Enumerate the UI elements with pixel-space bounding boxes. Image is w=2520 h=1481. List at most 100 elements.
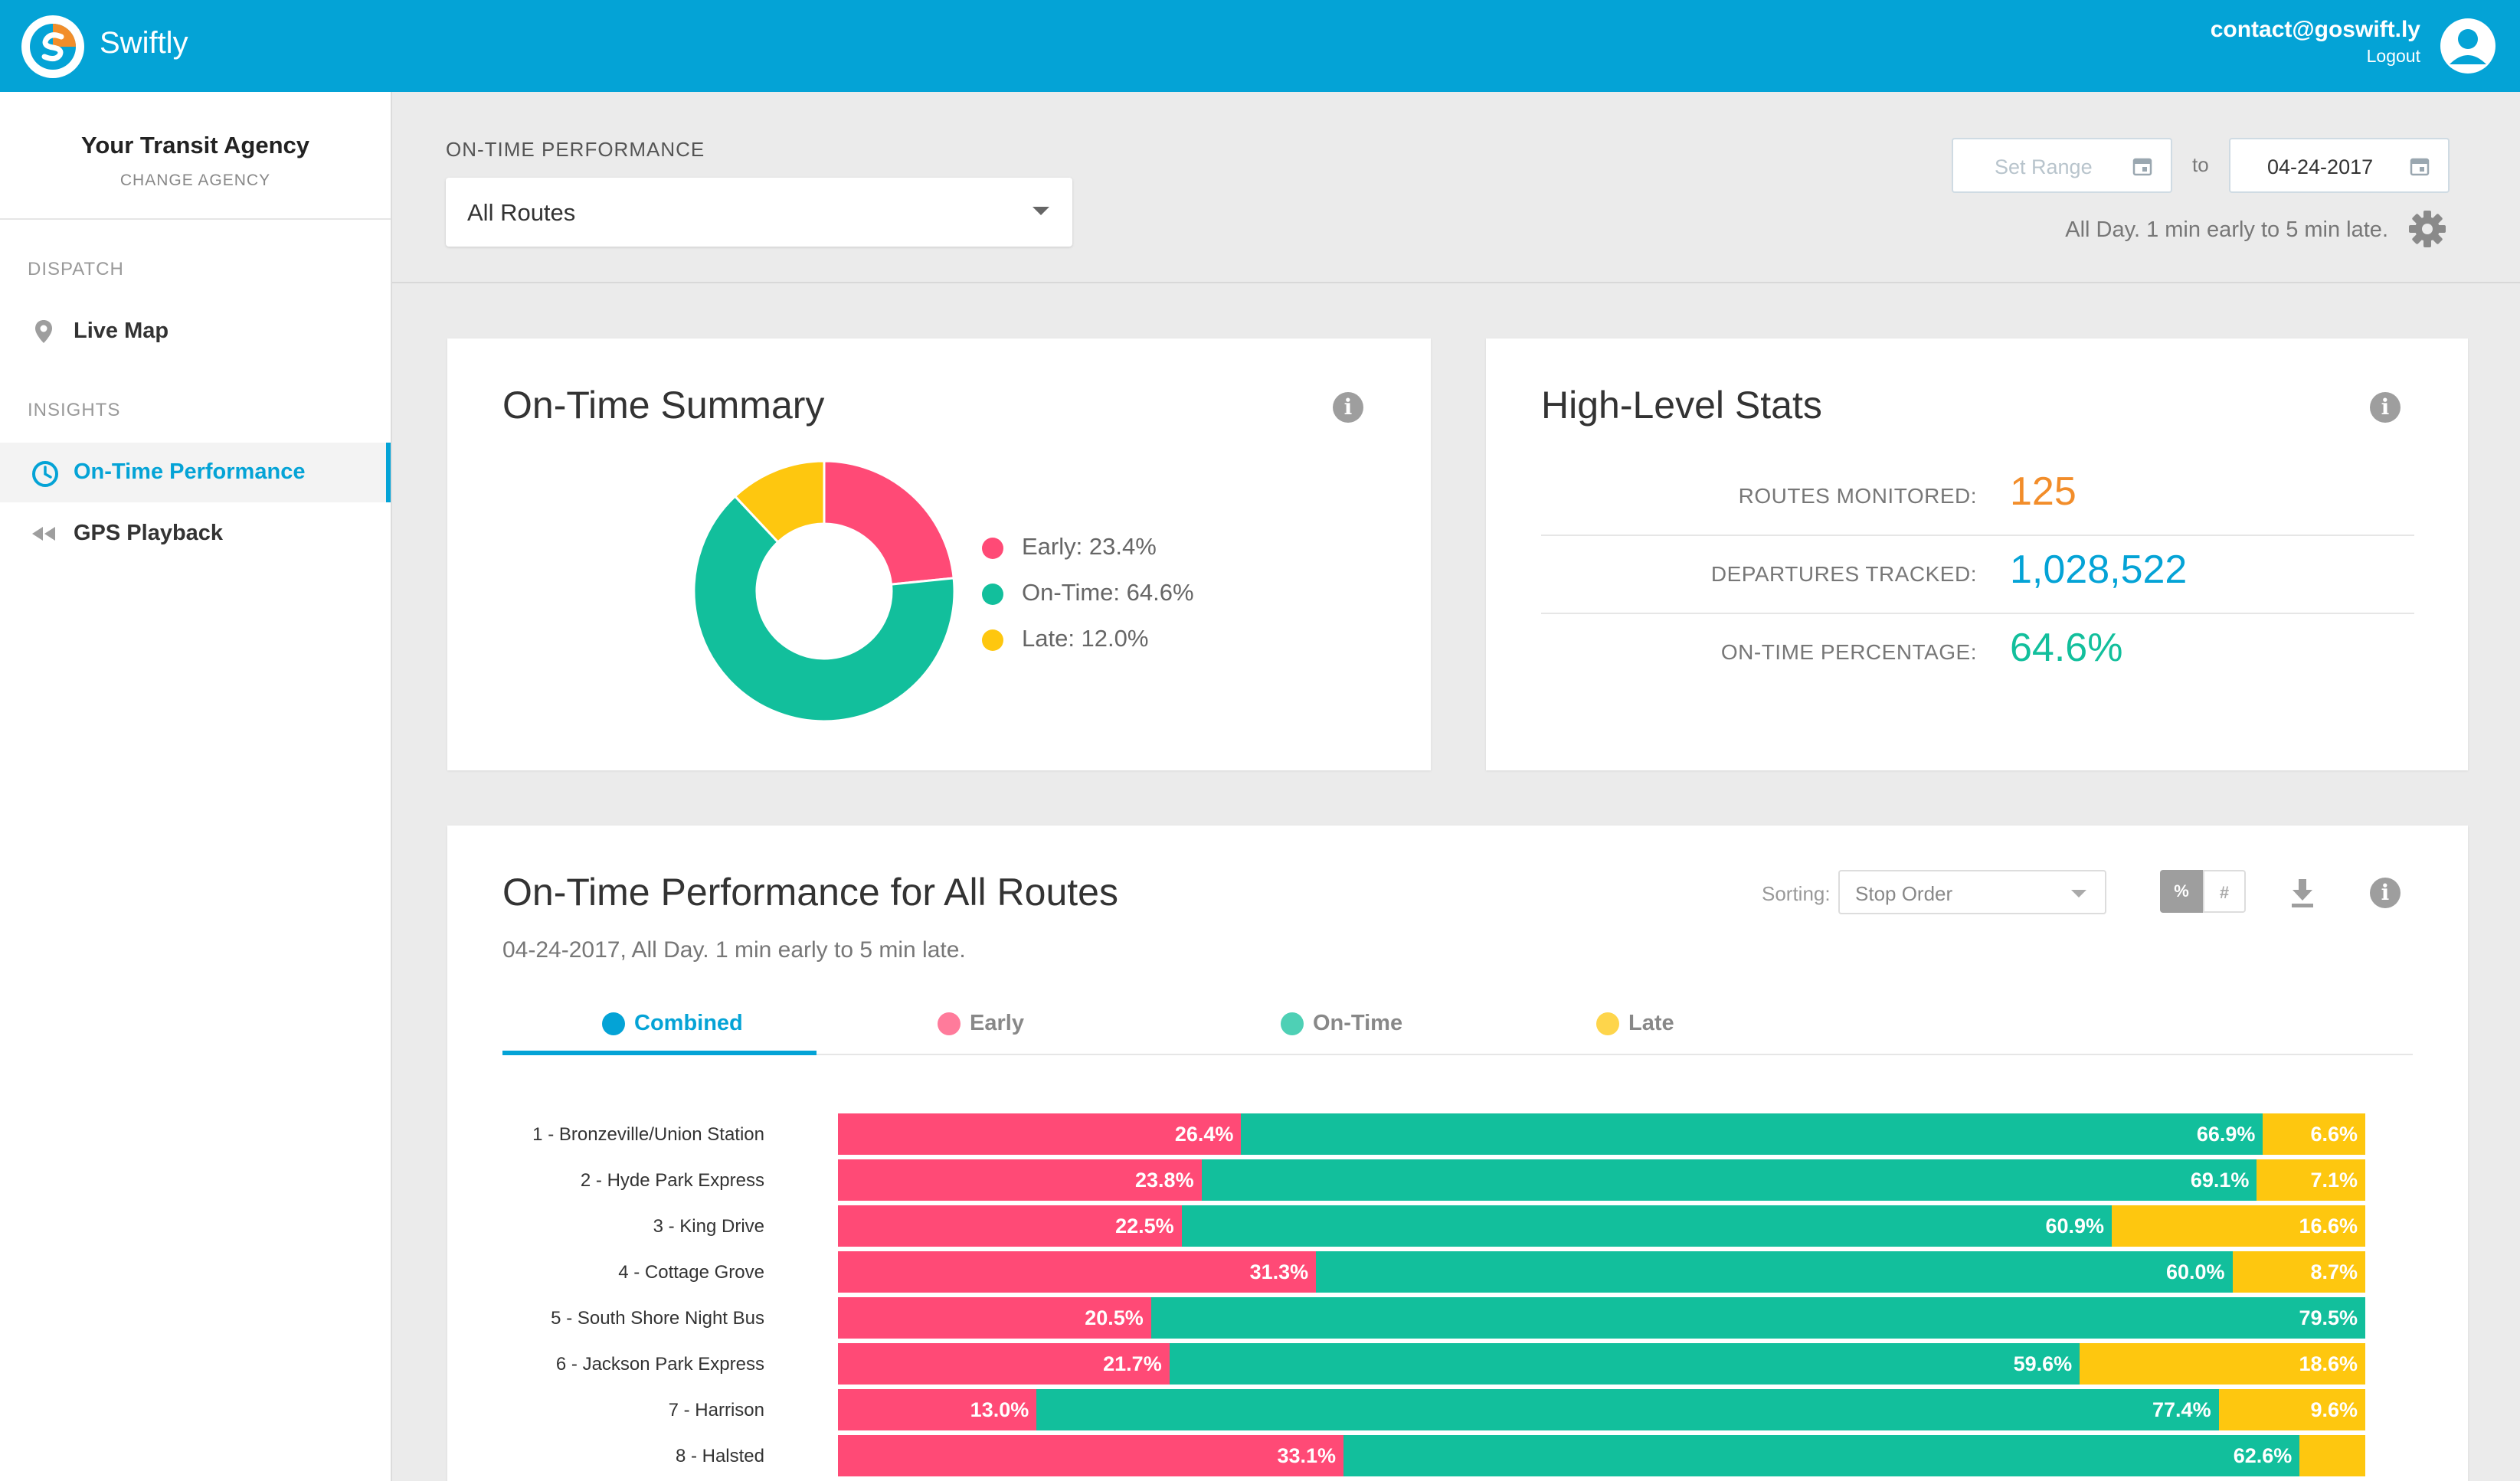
end-date-input[interactable]: 04-24-2017 — [2229, 138, 2450, 193]
stat-label-routes: ROUTES MONITORED: — [1738, 484, 1977, 508]
stat-label-on-time: ON-TIME PERCENTAGE: — [1720, 640, 1977, 664]
bar-value-label: 8.7% — [2310, 1260, 2358, 1283]
bar-segment-on-time[interactable] — [1036, 1389, 2219, 1430]
bar-value-label: 26.4% — [1174, 1123, 1234, 1146]
to-label: to — [2192, 153, 2209, 176]
info-icon[interactable]: i — [2370, 878, 2401, 908]
bar-segment-late[interactable] — [2263, 1113, 2365, 1155]
route-label: 2 - Hyde Park Express — [580, 1170, 764, 1191]
tab-dot — [938, 1012, 961, 1035]
bar-value-label: 21.7% — [1103, 1352, 1162, 1375]
route-label: 4 - Cottage Grove — [618, 1262, 764, 1283]
bar-segment-late[interactable] — [2299, 1435, 2365, 1476]
bar-segment-late[interactable] — [2232, 1251, 2365, 1293]
sorting-label: Sorting: — [1762, 882, 1831, 905]
bar-value-label: 18.6% — [2299, 1352, 2358, 1375]
info-icon[interactable]: i — [2370, 392, 2401, 423]
bar-segment-on-time[interactable] — [1150, 1297, 2365, 1339]
bar-segment-late[interactable] — [2111, 1205, 2365, 1247]
performance-tabs: Combined Early On-Time Late — [502, 994, 2413, 1055]
stat-value-on-time: 64.6% — [2010, 626, 2123, 670]
on-time-summary-card: On-Time Summary i Early: 23.4% On-Time: … — [447, 338, 1431, 770]
bar-value-label: 31.3% — [1249, 1260, 1309, 1283]
bar-value-label: 66.9% — [2196, 1123, 2256, 1146]
tab-on-time[interactable]: On-Time — [1241, 994, 1555, 1055]
gear-icon[interactable] — [2407, 208, 2448, 250]
tab-dot — [1281, 1012, 1304, 1035]
end-date-value: 04-24-2017 — [2267, 155, 2374, 178]
route-select[interactable]: All Routes — [446, 178, 1072, 247]
stat-value-departures: 1,028,522 — [2010, 548, 2188, 592]
section-label-insights: INSIGHTS — [28, 400, 121, 420]
count-toggle-button[interactable]: # — [2203, 870, 2246, 913]
section-label-dispatch: DISPATCH — [28, 259, 124, 280]
legend-dot — [982, 584, 1003, 605]
agency-name: Your Transit Agency — [80, 132, 309, 159]
percent-toggle-button[interactable]: % — [2160, 870, 2203, 913]
sidebar-item-label: Live Map — [74, 319, 169, 343]
change-agency-link[interactable]: CHANGE AGENCY — [119, 172, 271, 189]
bar-value-label: 77.4% — [2152, 1398, 2211, 1421]
high-level-stats-card: High-Level Stats i ROUTES MONITORED: 125… — [1486, 338, 2468, 770]
tab-early[interactable]: Early — [893, 994, 1207, 1055]
bar-value-label: 7.1% — [2310, 1169, 2358, 1192]
performance-subtitle: 04-24-2017, All Day. 1 min early to 5 mi… — [502, 937, 966, 963]
start-date-input[interactable]: Set Range — [1952, 138, 2172, 193]
calendar-icon — [2132, 156, 2152, 176]
bar-value-label: 13.0% — [970, 1398, 1029, 1421]
bar-value-label: 79.5% — [2299, 1306, 2358, 1329]
route-label: 6 - Jackson Park Express — [555, 1354, 764, 1375]
bar-segment-early[interactable] — [838, 1435, 1343, 1476]
bar-segment-late[interactable] — [2257, 1159, 2365, 1201]
bar-segment-late[interactable] — [2218, 1389, 2365, 1430]
bar-value-label: 6.6% — [2310, 1123, 2358, 1146]
logout-link[interactable]: Logout — [2366, 46, 2420, 66]
legend-label: Early: 23.4% — [1022, 533, 1157, 560]
route-label: 7 - Harrison — [668, 1400, 764, 1421]
info-icon[interactable]: i — [1333, 392, 1363, 423]
donut-slice-late — [733, 461, 826, 544]
tab-combined[interactable]: Combined — [502, 994, 817, 1055]
bar-segment-on-time[interactable] — [1241, 1113, 2263, 1155]
tab-dot — [1596, 1012, 1619, 1035]
bar-segment-on-time[interactable] — [1169, 1343, 2080, 1385]
user-avatar-icon[interactable] — [2440, 18, 2495, 74]
sidebar-item-on-time-performance[interactable]: On-Time Performance — [0, 443, 391, 502]
card-title: On-Time Summary — [502, 384, 825, 427]
sidebar-item-live-map[interactable]: Live Map — [0, 302, 391, 361]
filter-label: ON-TIME PERFORMANCE — [446, 138, 705, 161]
bar-segment-early[interactable] — [838, 1251, 1317, 1293]
tab-label: Late — [1628, 1011, 1674, 1035]
route-select-value: All Routes — [467, 199, 576, 226]
sorting-select[interactable]: Stop Order — [1838, 870, 2106, 914]
sorting-value: Stop Order — [1855, 882, 1953, 905]
donut-slice-early — [823, 461, 954, 586]
route-label: 1 - Bronzeville/Union Station — [532, 1124, 764, 1145]
route-label: 3 - King Drive — [653, 1216, 764, 1237]
bar-segment-early[interactable] — [838, 1159, 1202, 1201]
bar-segment-early[interactable] — [838, 1113, 1242, 1155]
stat-divider — [1541, 535, 2414, 536]
sidebar-item-gps-playback[interactable]: GPS Playback — [0, 504, 391, 564]
bar-segment-early[interactable] — [838, 1205, 1182, 1247]
bar-segment-on-time[interactable] — [1343, 1435, 2300, 1476]
bar-segment-on-time[interactable] — [1201, 1159, 2257, 1201]
bar-value-label: 60.9% — [2045, 1215, 2104, 1237]
tab-label: On-Time — [1313, 1011, 1403, 1035]
download-icon[interactable] — [2289, 878, 2316, 908]
bar-value-label: 22.5% — [1115, 1215, 1174, 1237]
stat-divider — [1541, 613, 2414, 614]
tab-late[interactable]: Late — [1587, 994, 1901, 1055]
bar-segment-on-time[interactable] — [1316, 1251, 2233, 1293]
swiftly-logo-icon[interactable] — [21, 15, 84, 78]
range-description: All Day. 1 min early to 5 min late. — [2065, 217, 2388, 242]
clock-icon — [31, 459, 58, 487]
bar-segment-late[interactable] — [2080, 1343, 2365, 1385]
bar-segment-on-time[interactable] — [1181, 1205, 2112, 1247]
bar-segment-early[interactable] — [838, 1389, 1037, 1430]
bar-segment-early[interactable] — [838, 1297, 1151, 1339]
bar-segment-early[interactable] — [838, 1343, 1170, 1385]
location-pin-icon — [31, 319, 57, 345]
top-bar: Swiftly contact@goswift.ly Logout — [0, 0, 2520, 92]
on-time-performance-card: On-Time Performance for All Routes 04-24… — [447, 826, 2468, 1481]
